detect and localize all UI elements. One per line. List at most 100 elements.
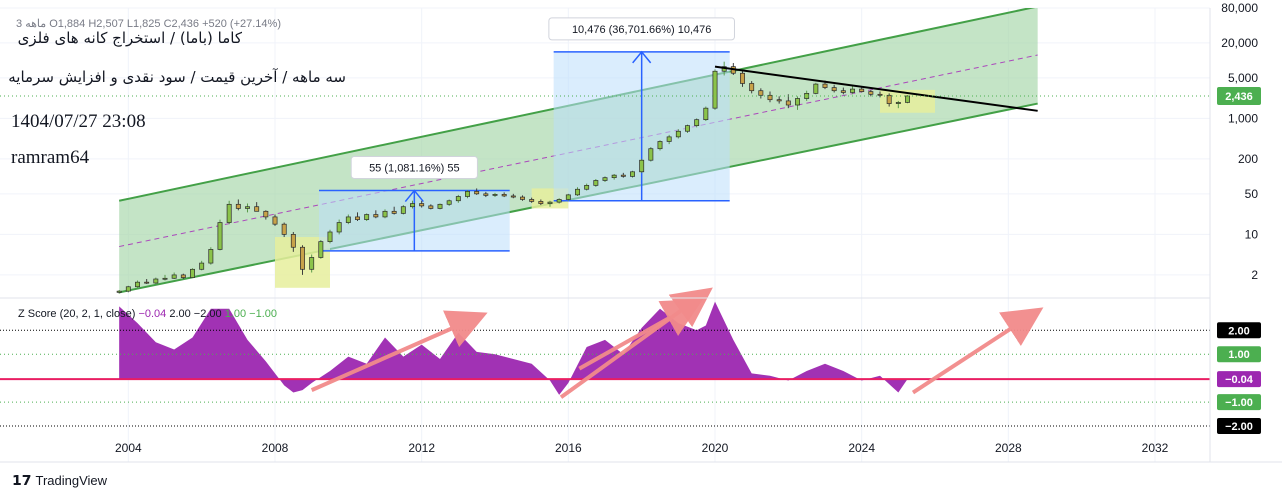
candle-body [400,206,406,214]
candle-body [465,191,470,197]
candle-body [327,231,333,242]
candle-body [547,201,553,204]
candle-body [135,281,140,288]
candle-body [199,262,205,270]
candle-body [877,93,883,96]
candle-body [309,257,315,270]
candle-body [483,193,489,196]
candle-body [703,107,709,121]
y-tick-label: 80,000 [1221,1,1258,15]
candle-body [419,203,425,207]
candle-body [180,274,186,278]
zscore-level-label: −2.00 [1225,421,1253,433]
candle-body [336,222,342,233]
zscore-level-badge [1217,371,1261,388]
candle-body [144,281,150,284]
candle-body [391,210,397,214]
candle-body [868,91,874,95]
candle-body [675,130,681,138]
title-line-1: کاما (باما) / استخراج کانه های فلزی [17,29,242,47]
price-pane[interactable] [0,6,1210,294]
x-tick-label: 2032 [1142,441,1169,455]
y-tick-label: 50 [1245,187,1259,201]
axes: 2004 2008 2012 2016 2020 2024 2028 2032 2 10 50 200… [18,1,1261,455]
candle-body [840,90,846,93]
candle-body [501,193,507,197]
legend-part: 1.00 [225,308,249,320]
candle-body [529,199,535,202]
title-line-3: 1404/07/27 23:08 [11,111,146,132]
title-line-2: سه ماهه / آخرین قیمت / سود نقدی و افزایش… [8,68,346,86]
candle-body [859,88,865,92]
candle-body [639,159,645,173]
candle-body [455,196,461,202]
candle-body [410,203,415,208]
candle-body [813,83,819,94]
candle-body [364,214,370,220]
x-tick-label: 2024 [848,441,875,455]
zscore-level-badge [1217,418,1261,435]
zscore-level-badge [1217,322,1261,339]
zscore-level-label: −1.00 [1225,397,1253,409]
candle-body [895,102,901,104]
candle-body [712,70,718,109]
candle-body [290,234,296,248]
zscore-level-label: −0.04 [1225,374,1254,386]
measure-label-box [350,156,478,180]
candle-body [217,222,223,250]
candle-body [116,290,122,293]
rising-arrow [310,310,488,392]
candle-body [125,286,131,292]
candle-body [520,196,525,200]
candle-body [556,199,562,203]
zscore-level-label: 1.00 [1228,349,1249,361]
candle-body [565,194,571,200]
candle-body [767,94,773,101]
trend-arrows [310,287,1044,399]
candle-body [446,200,452,205]
candle-body [776,99,782,102]
candle-body [785,100,791,106]
candle-body [740,72,745,84]
legend-part: −1.00 [249,308,277,320]
candle-body [171,274,177,279]
candle-body [437,203,443,209]
candle-body [226,203,232,223]
legend-part: Z Score (20, 2, 1, close) [18,308,138,320]
candle-body [694,119,700,126]
x-tick-label: 2016 [555,441,582,455]
tradingview-icon: 𝟭𝟳 [12,472,32,488]
zscore-level-badge [1217,394,1261,411]
candle-body [905,95,910,103]
measure-arrow-head [404,189,424,203]
x-tick-label: 2020 [702,441,729,455]
x-tick-label: 2008 [262,441,289,455]
candle-body [620,174,626,177]
candle-body [474,191,480,195]
candle-body [630,171,635,177]
tradingview-logo[interactable]: 𝟭𝟳 TradingView [12,472,107,489]
x-tick-label: 2004 [115,441,142,455]
candle-body [657,141,663,150]
legend-part: −0.04 [138,308,169,320]
last-price-badge [1217,86,1261,105]
candle-body [538,201,544,204]
x-tick-label: 2028 [995,441,1022,455]
candle-body [272,216,278,225]
candle-body [345,216,351,223]
legend-part: 2.00 [169,308,193,320]
y-tick-label: 5,000 [1228,71,1258,85]
candle-body [382,210,388,218]
y-tick-label: 10 [1245,227,1259,241]
candle-body [318,241,324,258]
candle-body [254,206,260,212]
y-tick-label: 2 [1251,268,1258,282]
candle-body [822,83,828,88]
y-tick-label: 1,000 [1228,111,1258,125]
measure-arrow-head [632,50,652,64]
measure-label-box [548,17,735,41]
candle-body [428,205,434,209]
y-tick-label: 200 [1238,152,1258,166]
candle-body [593,180,599,186]
